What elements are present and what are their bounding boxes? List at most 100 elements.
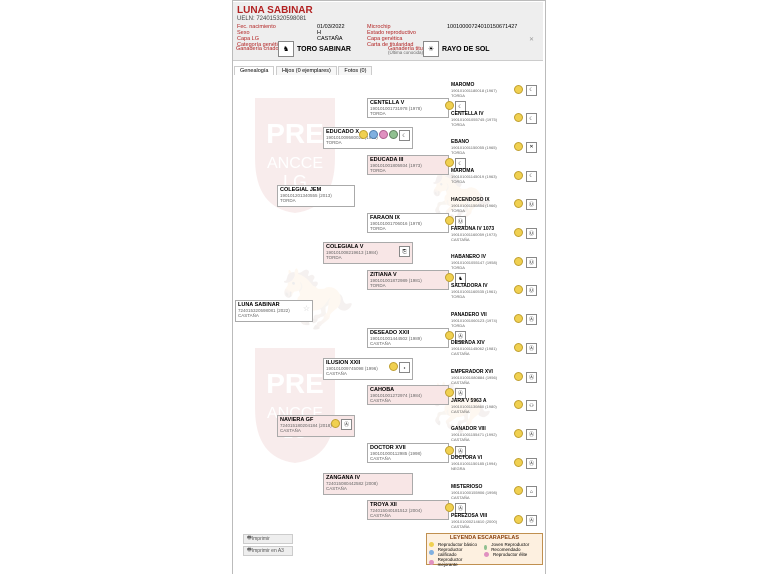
pedigree-area: PRE ANCCE LG PRE ANCCE LG 🐎 🐎 🐎 LUNA SAB… [235,78,541,528]
gen3-box-6: DOCTOR XVII190101000112985 (1998)CASTAÑA… [367,443,449,463]
gen2-box-1: COLEGIALA V 190101008219613 (1984) TORDA… [323,242,413,264]
rosette-icon [445,388,454,397]
brand-icon: Ⓐ [526,314,537,325]
rosette-icon [445,503,454,512]
rosette-icon [369,130,378,139]
gen3-box-7: TROYA XII724015040181512 (2004)CASTAÑAⒶ [367,500,449,520]
legend-title: LEYENDA ESCARAPELAS [427,534,542,542]
gen4-slot-10: EMPERADOR XVI190101001080884 (1956)CASTA… [451,371,537,383]
gen4-slot-13: DOCTORA VI190101001150185 (1994)NEGRAⒶ [451,457,537,469]
rosette-icon [514,486,523,495]
gen2-box-2: ILUSION XXII 190101009745098 (1996) CAST… [323,358,413,380]
rosette-icon [445,446,454,455]
gen4-slot-8: PANADERO VII190101001060123 (1974)TORDAⒶ [451,314,537,326]
subject-box: LUNA SABINAR 724015320598081 (2022) CAST… [235,300,313,322]
dam-block: ☀ RAYO DE SOL [420,40,540,58]
rosette-icon [514,429,523,438]
gen4-slot-9: DESEADA XIV190101001145062 (1981)CASTAÑA… [451,342,537,354]
gen3-box-2: FARAON IX190101001706016 (1978)TORDAⓊ [367,213,449,233]
tab-offspring[interactable]: Hijos (0 ejemplares) [276,66,337,75]
legend-box: LEYENDA ESCARAPELAS Reproductor básico R… [426,533,543,565]
gen4-slot-7: SALTADORA IV190101001160535 (1961)TORDAⓊ [451,285,537,297]
brand-icon: Ⓐ [526,372,537,383]
brand-icon: Ⓤ [526,199,537,210]
rosette-icon [514,257,523,266]
brand-icon: Ⓤ [526,228,537,239]
rosette-icon [514,85,523,94]
gen3-box-1: EDUCADA III190101001805934 (1973)TORDA☾ [367,155,449,175]
brand-icon: ⎘ [399,246,410,257]
gen3-box-4: DESEADO XXII190101001444502 (1989)CASTAÑ… [367,328,449,348]
gen4-slot-1: CENTELLA IV190101001055745 (1975)TORDA☾ [451,113,537,125]
brand-icon: Ⓤ [526,257,537,268]
rosette-icon [389,362,398,371]
dam-brand-icon: ☀ [423,41,439,57]
rosette-icon [514,113,523,122]
brand-icon: ☾ [526,113,537,124]
gen4-slot-5: FARAONA IV 1073190101001160059 (1973)CAS… [451,228,537,240]
rosette-icon [379,130,388,139]
print-button[interactable]: 🖶 Imprimir [243,534,293,544]
brand-icon: Ⓐ [526,429,537,440]
gen4-slot-4: HACENDOSO IX190101001150854 (1966)TORDAⓊ [451,199,537,211]
brand-icon: ☾ [526,85,537,96]
svg-text:ANCCE: ANCCE [267,155,323,172]
rosette-icon [359,130,368,139]
brand-icon: Ⓐ [341,419,352,430]
gen4-slot-2: EBANO190101001150055 (1965)TORDA✕ [451,141,537,153]
star-icon[interactable]: ☆ [303,304,310,313]
brand-icon: ☾ [526,171,537,182]
gen2-box-0: EDUCADO X 190101009580025 (1995) TORDA ☾ [323,127,413,149]
brand-icon: ☾ [399,130,410,141]
brand-icon: ⌂ [526,486,537,497]
rosette-icon [445,216,454,225]
rosette-icon [445,273,454,282]
gen1-sire-box: COLEGIAL JEM 190101201340555 (2013) TORD… [277,185,355,207]
rosette-icon [514,314,523,323]
brand-icon: Ⓐ [526,515,537,526]
gen1-dam-box: NAVIERA GF 724015180204184 (2018) CASTAÑ… [277,415,355,437]
rosette-icon [514,400,523,409]
gen3-box-0: CENTELLA V190101001731978 (1978)TORDA☾ [367,98,449,118]
horse-name: LUNA SABINAR [233,2,543,16]
rosette-icon [514,343,523,352]
rosette-icon [514,372,523,381]
rosette-icon [389,130,398,139]
rosette-icon [331,419,340,428]
gen3-box-5: CAHOBA190101001272974 (1984)CASTAÑAⒶ [367,385,449,405]
svg-text:PRE: PRE [266,118,324,149]
rosette-icon [514,458,523,467]
gen2-box-3: ZANGANA IV 724015080442582 (2008) CASTAÑ… [323,473,413,495]
tab-genealogy[interactable]: Genealogía [234,66,274,75]
rosette-icon [514,228,523,237]
rosette-icon [514,171,523,180]
gen4-slot-3: MAROMA190101001145019 (1963)TORDA☾ [451,170,537,182]
dam-name: RAYO DE SOL [442,46,490,53]
rosette-icon [514,199,523,208]
tabs-row: Genealogía Hijos (0 ejemplares) Fotos (0… [234,66,542,76]
sire-name: TORO SABINAR [297,46,351,53]
rosette-icon [514,515,523,524]
gen4-slot-0: MAROMO190101001180018 (1967)TORDA☾ [451,84,537,96]
rosette-icon [445,331,454,340]
brand-icon: Ⓐ [526,343,537,354]
print-a3-button[interactable]: 🖶 Imprimir en A3 [243,546,293,556]
rosette-icon [445,101,454,110]
rosette-icon [514,285,523,294]
gen4-slot-6: HABANERO IV190101001055147 (1958)TORDAⓊ [451,256,537,268]
brand-icon: Ⓐ [526,458,537,469]
rosette-icon [445,158,454,167]
ueln: UELN: 724015320598081 [233,16,543,22]
gen3-box-3: ZITIANA V190101001872989 (1981)TORDA♞ [367,270,449,290]
brand-icon: ⚇ [526,400,537,411]
rosette-icon [514,142,523,151]
brand-icon: Ⓤ [526,285,537,296]
tab-photos[interactable]: Fotos (0) [338,66,372,75]
gen4-slot-11: JARA V 5963 A190101001130860 (1980)CASTA… [451,400,537,412]
gen4-slot-15: PEREZOSA VIII190101000214610 (2000)CASTA… [451,515,537,527]
gen4-slot-12: GANADOR VIII190101001155471 (1992)CASTAÑ… [451,428,537,440]
brand-icon: 🞍 [399,362,410,373]
gen4-slot-14: MISTERIOSO190101000155906 (1998)CASTAÑA⌂ [451,486,537,498]
svg-text:PRE: PRE [266,368,324,399]
brand-icon: ✕ [526,142,537,153]
